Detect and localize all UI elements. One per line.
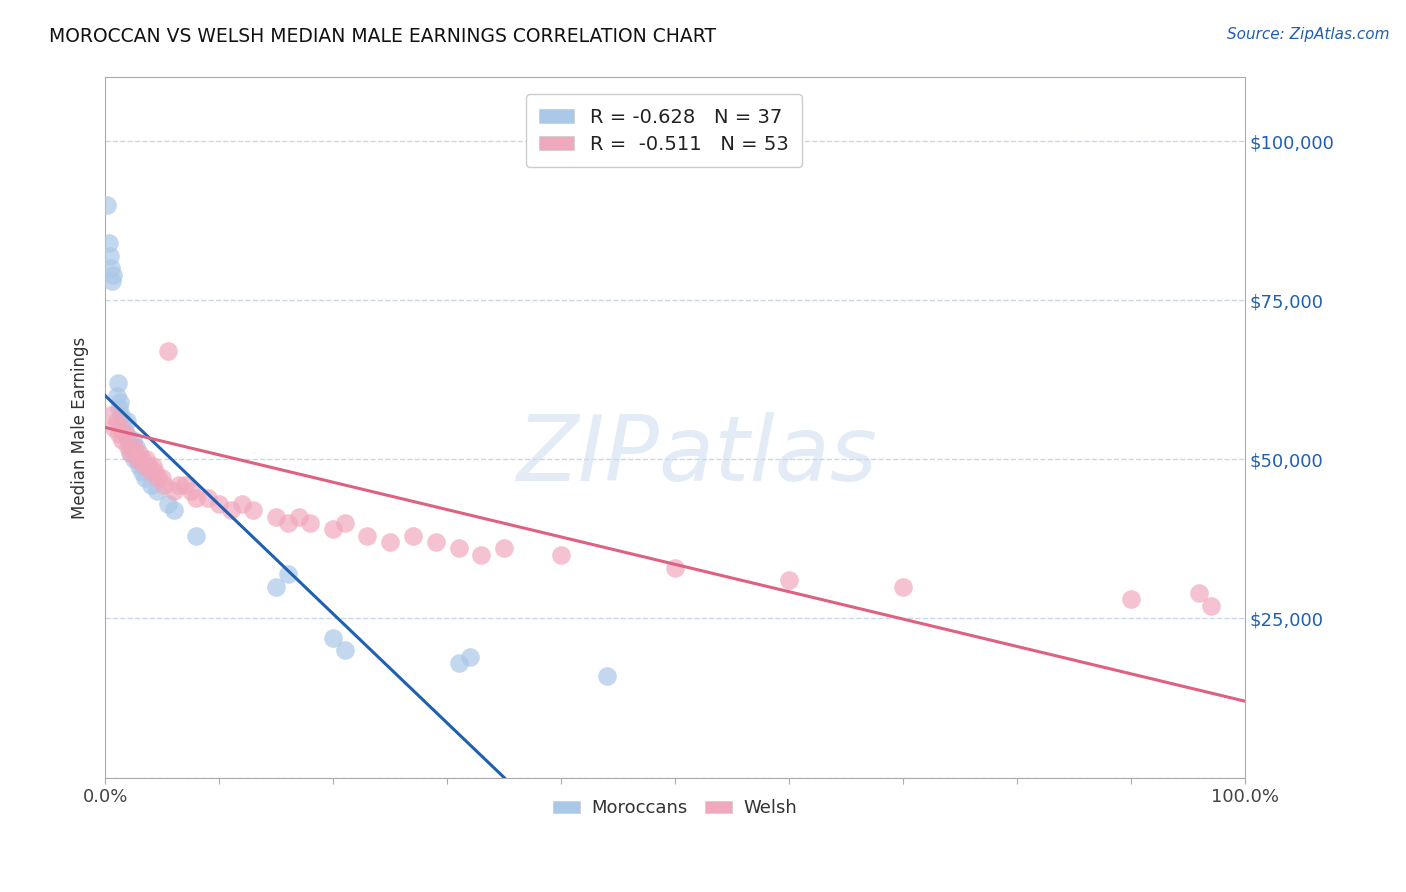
Point <box>333 643 356 657</box>
Point <box>174 477 197 491</box>
Point <box>107 376 129 390</box>
Point <box>131 465 153 479</box>
Point <box>120 446 142 460</box>
Point <box>447 656 470 670</box>
Point <box>108 395 131 409</box>
Point <box>127 452 149 467</box>
Point <box>153 477 176 491</box>
Point <box>1188 586 1211 600</box>
Point <box>127 452 149 467</box>
Point <box>121 434 143 448</box>
Point <box>333 516 356 530</box>
Point <box>264 580 287 594</box>
Point <box>117 434 139 448</box>
Point <box>114 426 136 441</box>
Point <box>447 541 470 556</box>
Point <box>596 669 619 683</box>
Point <box>458 649 481 664</box>
Point <box>117 440 139 454</box>
Point <box>277 566 299 581</box>
Point <box>208 497 231 511</box>
Point <box>145 484 167 499</box>
Point <box>100 408 122 422</box>
Point <box>470 548 492 562</box>
Point <box>103 420 125 434</box>
Point <box>120 440 142 454</box>
Point <box>402 529 425 543</box>
Point <box>131 452 153 467</box>
Point <box>111 414 134 428</box>
Point <box>111 434 134 448</box>
Point <box>322 522 344 536</box>
Point <box>138 458 160 473</box>
Point <box>105 414 128 428</box>
Point <box>139 477 162 491</box>
Point <box>100 261 122 276</box>
Point <box>142 458 165 473</box>
Point <box>299 516 322 530</box>
Point <box>891 580 914 594</box>
Point <box>162 503 184 517</box>
Point <box>134 471 156 485</box>
Text: ZIPatlas: ZIPatlas <box>517 411 879 500</box>
Point <box>1199 599 1222 613</box>
Point <box>550 548 572 562</box>
Point <box>103 268 125 282</box>
Text: Source: ZipAtlas.com: Source: ZipAtlas.com <box>1226 27 1389 42</box>
Point <box>146 471 169 485</box>
Point <box>242 503 264 517</box>
Point <box>112 420 135 434</box>
Y-axis label: Median Male Earnings: Median Male Earnings <box>72 336 89 518</box>
Point <box>156 497 179 511</box>
Point <box>494 541 516 556</box>
Point <box>180 484 202 499</box>
Point <box>108 401 131 416</box>
Point <box>169 477 191 491</box>
Point <box>122 452 145 467</box>
Point <box>162 484 184 499</box>
Point <box>145 465 167 479</box>
Point <box>122 440 145 454</box>
Point <box>135 452 157 467</box>
Point <box>114 426 136 441</box>
Point <box>96 198 118 212</box>
Point <box>150 471 173 485</box>
Point <box>219 503 242 517</box>
Point <box>125 440 148 454</box>
Point <box>186 491 208 505</box>
Point <box>156 344 179 359</box>
Point <box>778 574 800 588</box>
Point <box>1119 592 1142 607</box>
Point <box>105 389 128 403</box>
Point <box>322 631 344 645</box>
Point <box>288 509 311 524</box>
Point <box>186 529 208 543</box>
Point <box>231 497 253 511</box>
Point <box>110 420 132 434</box>
Point <box>264 509 287 524</box>
Point <box>139 465 162 479</box>
Point <box>132 458 155 473</box>
Point <box>197 491 219 505</box>
Point <box>425 535 447 549</box>
Point <box>664 560 686 574</box>
Point <box>120 446 142 460</box>
Point <box>97 235 120 250</box>
Text: MOROCCAN VS WELSH MEDIAN MALE EARNINGS CORRELATION CHART: MOROCCAN VS WELSH MEDIAN MALE EARNINGS C… <box>49 27 716 45</box>
Point <box>101 274 124 288</box>
Point <box>110 408 132 422</box>
Point <box>128 458 150 473</box>
Point <box>356 529 378 543</box>
Point <box>277 516 299 530</box>
Point <box>128 446 150 460</box>
Point <box>115 414 138 428</box>
Point <box>98 249 121 263</box>
Point <box>380 535 402 549</box>
Legend: Moroccans, Welsh: Moroccans, Welsh <box>546 792 804 824</box>
Point <box>108 426 131 441</box>
